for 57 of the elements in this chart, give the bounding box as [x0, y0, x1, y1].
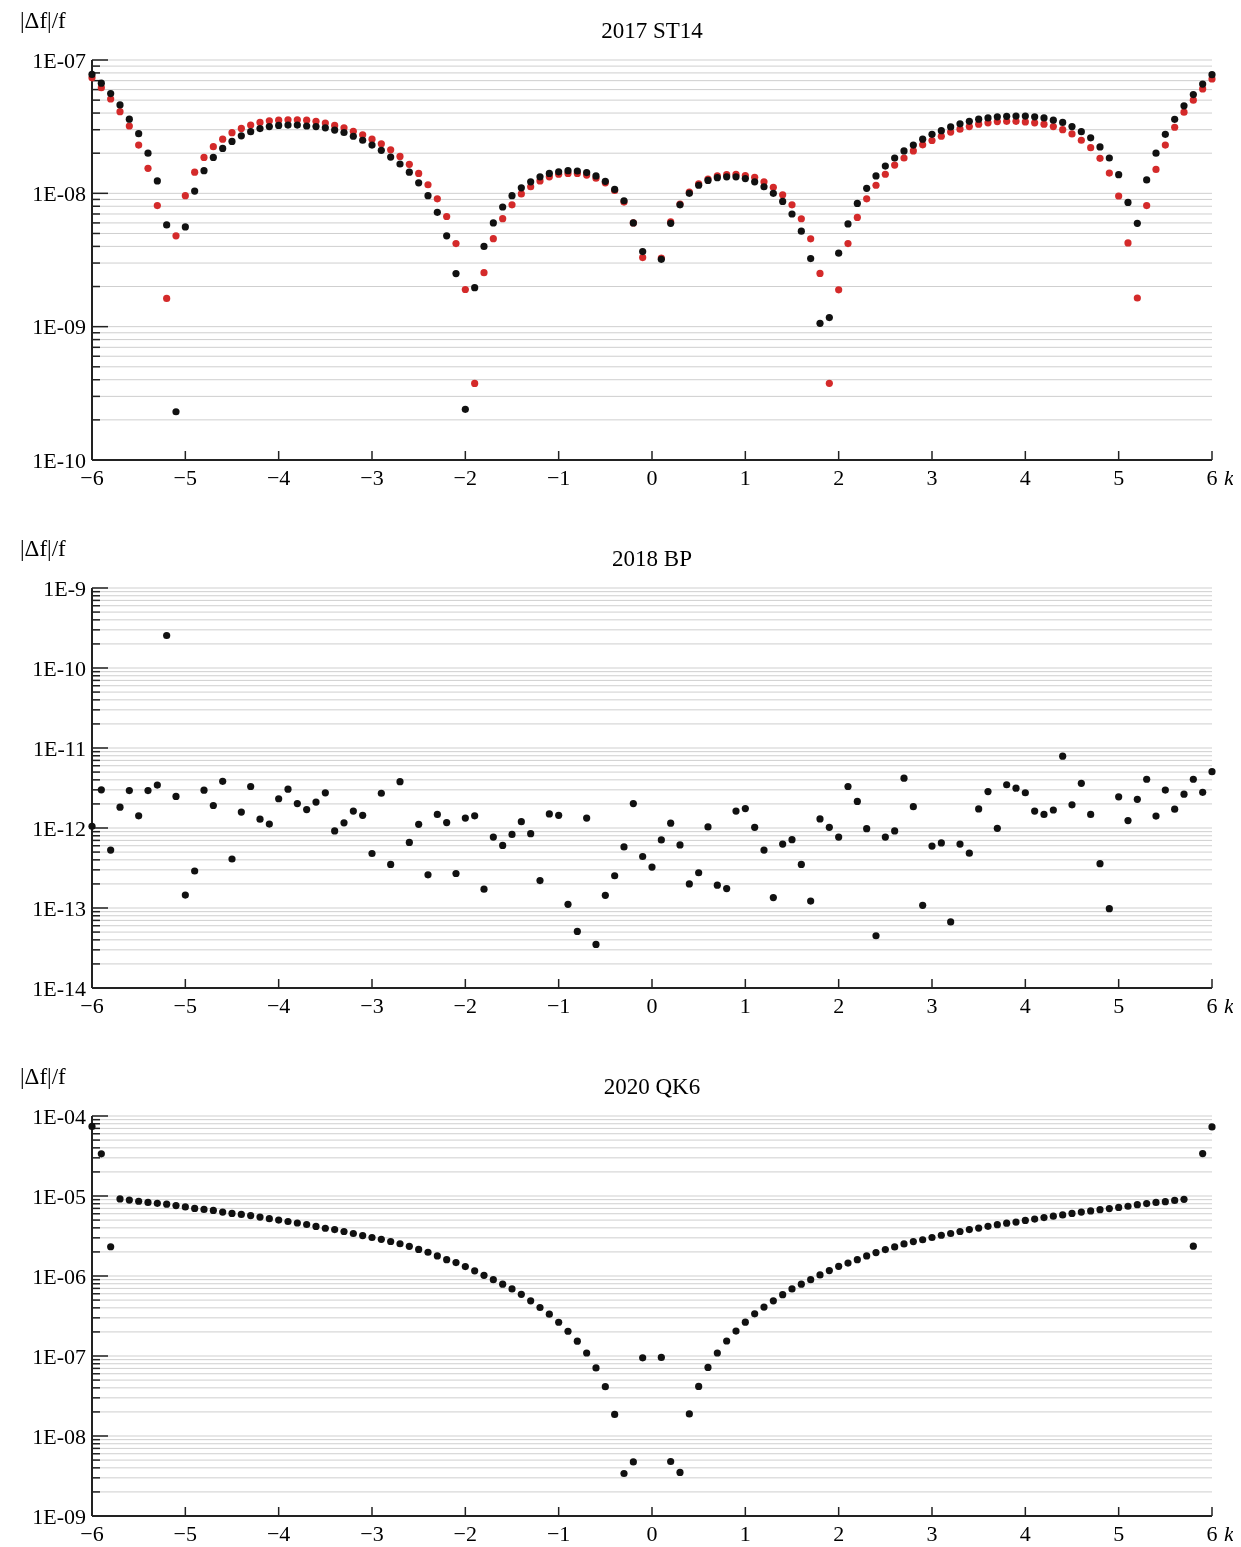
x-tick-label: 4 — [1019, 993, 1031, 1018]
x-tick-label: −2 — [453, 993, 478, 1018]
x-tick-label: −3 — [360, 993, 384, 1018]
chart-title: 2018 BP — [612, 546, 692, 571]
x-tick-label: 4 — [1019, 1521, 1031, 1546]
x-tick-label: 0 — [646, 1521, 658, 1546]
x-tick-label: −1 — [546, 465, 571, 490]
x-tick-label: −4 — [266, 993, 291, 1018]
x-tick-label: 0 — [646, 993, 658, 1018]
y-tick-label: 1E-06 — [32, 1263, 86, 1289]
x-tick-label: 1 — [739, 465, 751, 490]
x-tick-label: 2 — [833, 465, 845, 490]
x-tick-label: 6 — [1206, 993, 1218, 1018]
y-axis-title: |Δf|/f — [20, 536, 67, 561]
x-tick-label: 6 — [1206, 465, 1218, 490]
x-tick-label: −3 — [360, 1521, 384, 1546]
y-tick-label: 1E-09 — [32, 1503, 86, 1529]
x-tick-label: 5 — [1113, 465, 1125, 490]
y-axis-title: |Δf|/f — [20, 1064, 67, 1089]
y-tick-label: 1E-10 — [32, 447, 86, 473]
x-tick-label: 1 — [739, 993, 751, 1018]
y-tick-label: 1E-09 — [32, 314, 86, 340]
x-tick-label: −4 — [266, 465, 291, 490]
chart-title: 2020 QK6 — [603, 1074, 701, 1099]
x-tick-label: 5 — [1113, 993, 1125, 1018]
x-tick-label: −5 — [173, 1521, 198, 1546]
x-tick-label: 1 — [739, 1521, 751, 1546]
x-tick-label: −5 — [173, 465, 198, 490]
x-tick-label: −2 — [453, 465, 478, 490]
x-tick-label: 5 — [1113, 1521, 1125, 1546]
x-tick-label: −5 — [173, 993, 198, 1018]
x-tick-label: 4 — [1019, 465, 1031, 490]
y-tick-label: 1E-11 — [33, 735, 86, 761]
chart-title: 2017 ST14 — [601, 18, 704, 43]
y-axis-title: |Δf|/f — [20, 8, 67, 33]
y-tick-label: 1E-08 — [32, 181, 86, 207]
x-tick-label: 2 — [833, 993, 845, 1018]
y-tick-label: 1E-04 — [32, 1103, 86, 1129]
x-tick-label: 0 — [646, 465, 658, 490]
y-tick-label: 1E-08 — [32, 1423, 86, 1449]
x-tick-label: 6 — [1206, 1521, 1218, 1546]
x-tick-label: −4 — [266, 1521, 291, 1546]
y-tick-label: 1E-07 — [32, 1343, 86, 1369]
y-tick-label: 1E-05 — [32, 1183, 86, 1209]
y-tick-label: 1E-9 — [43, 575, 86, 601]
x-tick-label: 2 — [833, 1521, 845, 1546]
x-tick-label: 3 — [926, 993, 938, 1018]
x-tick-label: −3 — [360, 465, 384, 490]
x-tick-label: −1 — [546, 1521, 571, 1546]
x-tick-label: 3 — [926, 1521, 938, 1546]
y-tick-label: 1E-07 — [32, 47, 86, 73]
x-tick-label: 3 — [926, 465, 938, 490]
y-tick-label: 1E-13 — [32, 895, 86, 921]
y-tick-label: 1E-12 — [32, 815, 86, 841]
x-tick-label: −1 — [546, 993, 571, 1018]
x-tick-label: −2 — [453, 1521, 478, 1546]
y-tick-label: 1E-10 — [32, 655, 86, 681]
